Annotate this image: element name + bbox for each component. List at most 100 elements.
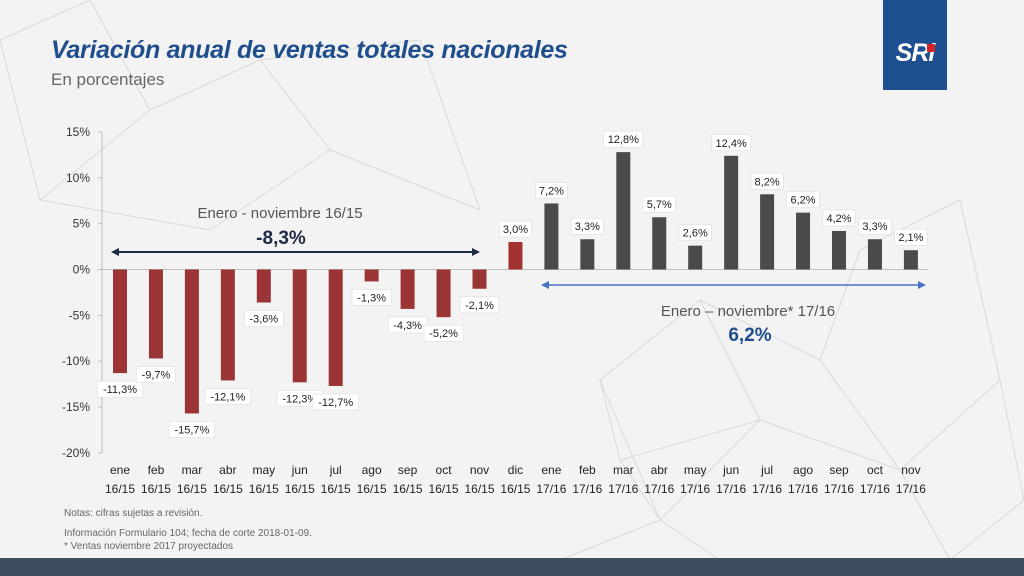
bar-12 xyxy=(544,203,559,270)
bg-line xyxy=(619,419,761,461)
bg-line xyxy=(329,149,481,211)
x-tick-label-month: ene xyxy=(110,463,130,477)
bar-22 xyxy=(903,250,918,270)
bar-0 xyxy=(113,269,127,374)
chart-subtitle: En porcentajes xyxy=(51,70,165,89)
x-tick-label-period: 17/16 xyxy=(860,482,890,496)
x-tick-label-month: ago xyxy=(793,463,813,477)
bar-5 xyxy=(292,269,307,383)
bg-line xyxy=(419,39,481,211)
x-tick-label-month: dic xyxy=(508,463,523,477)
note-revision: Notas: cifras sujetas a revisión. xyxy=(64,508,203,519)
y-tick-label: 0% xyxy=(73,263,91,277)
data-label: 5,7% xyxy=(647,199,672,211)
bg-line xyxy=(559,519,661,561)
bg-line xyxy=(899,469,951,561)
data-label-box xyxy=(244,310,284,327)
data-label: -12,1% xyxy=(210,391,245,403)
chart-title: Variación anual de ventas totales nacion… xyxy=(51,36,568,64)
bar-11 xyxy=(508,241,523,270)
logo-red-dot xyxy=(927,44,935,52)
x-tick-label-month: mar xyxy=(182,463,203,477)
bar-4 xyxy=(256,269,271,303)
bg-line xyxy=(599,379,621,461)
x-tick-label-period: 16/15 xyxy=(285,482,315,496)
x-tick-label-period: 16/15 xyxy=(321,482,351,496)
annotation-value-2017: 6,2% xyxy=(728,325,771,346)
bar-7 xyxy=(364,269,379,282)
data-label-box xyxy=(603,130,644,148)
x-tick-label-month: abr xyxy=(219,463,236,477)
x-tick-label-month: nov xyxy=(901,463,920,477)
data-label-box xyxy=(136,366,176,383)
bar-6 xyxy=(328,269,343,386)
x-tick-label-period: 16/15 xyxy=(393,482,423,496)
footer-bar xyxy=(0,558,1024,576)
x-tick-label-period: 16/15 xyxy=(105,482,135,496)
data-label-box xyxy=(642,195,676,213)
data-label: 2,1% xyxy=(898,232,923,244)
data-label: -15,7% xyxy=(174,424,209,436)
y-tick-label: 10% xyxy=(66,171,90,185)
data-label-box xyxy=(858,217,892,235)
bg-line xyxy=(149,59,261,111)
x-tick-label-month: feb xyxy=(579,463,596,477)
data-label: -5,2% xyxy=(429,328,458,340)
data-label: -2,1% xyxy=(465,300,494,312)
bg-line xyxy=(599,299,701,381)
annotation-label-2017: Enero – noviembre* 17/16 xyxy=(661,303,835,320)
data-label: -3,6% xyxy=(249,314,278,326)
logo-text: SRi xyxy=(895,38,936,67)
note-projection: * Ventas noviembre 2017 proyectados xyxy=(64,541,233,552)
y-tick-label: 5% xyxy=(73,217,91,231)
x-tick-label-month: jun xyxy=(291,463,308,477)
data-label: -12,3% xyxy=(282,393,317,405)
x-tick-label-period: 17/16 xyxy=(752,482,782,496)
x-tick-label-month: may xyxy=(252,463,275,477)
data-label-box xyxy=(168,421,216,438)
data-label: 8,2% xyxy=(755,176,780,188)
bg-line xyxy=(759,419,901,471)
data-label: 2,6% xyxy=(683,228,708,240)
data-label-box xyxy=(894,228,928,246)
x-tick-label-period: 17/16 xyxy=(824,482,854,496)
data-label: -9,7% xyxy=(142,369,171,381)
x-tick-label-period: 16/15 xyxy=(357,482,387,496)
data-label: 7,2% xyxy=(539,185,564,197)
bar-1 xyxy=(148,269,163,359)
bg-line xyxy=(259,59,331,151)
x-tick-label-month: may xyxy=(684,463,707,477)
x-tick-label-month: sep xyxy=(398,463,418,477)
bar-16 xyxy=(688,245,703,270)
bar-9 xyxy=(436,269,451,318)
data-label: 12,8% xyxy=(608,134,639,146)
x-tick-label-period: 16/15 xyxy=(177,482,207,496)
bar-15 xyxy=(652,217,667,270)
bar-13 xyxy=(580,239,595,270)
data-label-box xyxy=(459,296,500,314)
x-tick-label-month: feb xyxy=(148,463,165,477)
x-tick-label-period: 17/16 xyxy=(896,482,926,496)
data-label-box xyxy=(204,388,251,405)
x-tick-label-period: 16/15 xyxy=(213,482,243,496)
bar-14 xyxy=(616,152,631,270)
data-label-box xyxy=(351,289,392,306)
bar-2 xyxy=(184,269,199,414)
annotation-value-2016: -8,3% xyxy=(256,228,306,249)
bg-line xyxy=(949,499,1024,561)
x-tick-label-period: 17/16 xyxy=(536,482,566,496)
x-tick-label-month: jun xyxy=(722,463,739,477)
x-tick-label-month: abr xyxy=(651,463,668,477)
y-tick-label: 15% xyxy=(66,125,90,139)
bg-line xyxy=(819,359,901,471)
x-tick-label-month: mar xyxy=(613,463,634,477)
data-label: -12,7% xyxy=(318,397,353,409)
note-source: Información Formulario 104; fecha de cor… xyxy=(64,528,312,539)
data-label-box xyxy=(498,220,532,238)
x-tick-label-period: 16/15 xyxy=(464,482,494,496)
bar-18 xyxy=(760,194,775,270)
x-tick-label-period: 16/15 xyxy=(249,482,279,496)
bg-line xyxy=(89,0,151,111)
bg-line xyxy=(699,299,821,361)
